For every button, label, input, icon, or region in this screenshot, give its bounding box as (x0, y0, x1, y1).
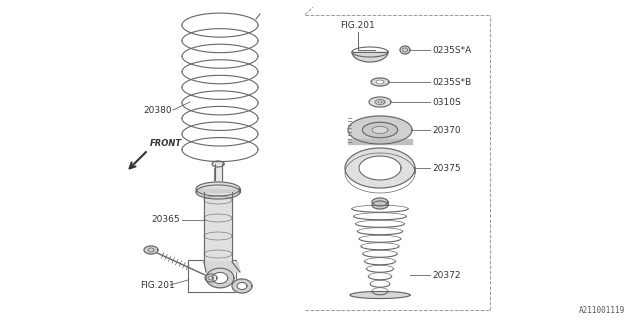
Polygon shape (212, 161, 224, 167)
Polygon shape (214, 164, 221, 190)
Text: 20380: 20380 (143, 106, 172, 115)
Polygon shape (372, 201, 388, 209)
Polygon shape (205, 274, 217, 282)
Polygon shape (352, 52, 388, 62)
Text: 20370: 20370 (432, 125, 461, 134)
Polygon shape (376, 80, 384, 84)
Text: 0235S*A: 0235S*A (432, 45, 471, 54)
Text: FIG.201: FIG.201 (140, 281, 175, 290)
Polygon shape (369, 97, 391, 107)
Text: 20375: 20375 (432, 164, 461, 172)
Polygon shape (196, 185, 240, 199)
Text: 20372: 20372 (432, 270, 461, 279)
Polygon shape (345, 148, 415, 188)
Polygon shape (204, 262, 240, 272)
Text: 0310S: 0310S (432, 98, 461, 107)
Polygon shape (232, 279, 252, 293)
Polygon shape (196, 189, 240, 192)
Polygon shape (400, 46, 410, 54)
Text: A211001119: A211001119 (579, 306, 625, 315)
Polygon shape (371, 78, 389, 86)
Polygon shape (348, 116, 412, 144)
Polygon shape (375, 100, 385, 105)
Text: 0235S*B: 0235S*B (432, 77, 471, 86)
Polygon shape (378, 101, 382, 103)
Polygon shape (196, 182, 240, 196)
Polygon shape (359, 156, 401, 180)
Polygon shape (212, 272, 228, 284)
Polygon shape (372, 198, 388, 206)
Polygon shape (362, 122, 397, 138)
Text: 20365: 20365 (152, 215, 180, 225)
Polygon shape (144, 246, 158, 254)
Polygon shape (372, 126, 388, 133)
Polygon shape (350, 292, 410, 299)
Text: FIG.201: FIG.201 (340, 20, 375, 29)
Polygon shape (204, 192, 232, 262)
Polygon shape (206, 268, 234, 288)
Text: FRONT: FRONT (150, 139, 182, 148)
Polygon shape (237, 283, 247, 290)
Polygon shape (348, 139, 412, 144)
